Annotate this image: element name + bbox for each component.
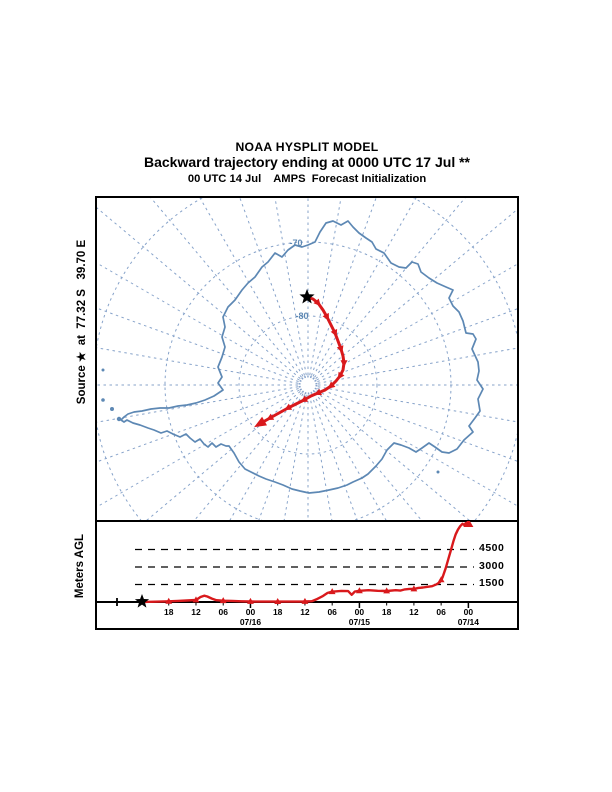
altitude-6h-marker bbox=[192, 596, 200, 603]
trajectory-6h-marker bbox=[330, 329, 338, 337]
initialization-subtitle: 00 UTC 14 Jul AMPS Forecast Initializati… bbox=[187, 173, 427, 185]
altitude-6h-marker bbox=[247, 597, 254, 604]
meridian-line bbox=[257, 394, 306, 521]
meridian-line bbox=[309, 394, 333, 521]
figure-border bbox=[95, 196, 519, 630]
altitude-6h-marker bbox=[219, 597, 227, 604]
x-tick-label: 00 bbox=[463, 607, 474, 617]
trajectory-6h-marker bbox=[300, 395, 309, 402]
trajectory-end-arrow bbox=[254, 416, 267, 428]
latitude-circle bbox=[164, 241, 452, 521]
altitude-6h-marker bbox=[410, 585, 418, 592]
altitude-line bbox=[141, 521, 470, 604]
meridian-line bbox=[96, 386, 299, 423]
x-tick-label: 06 bbox=[327, 607, 337, 617]
altitude-6h-marker bbox=[165, 597, 173, 604]
trajectory-6h-marker bbox=[313, 298, 321, 307]
meridian-line bbox=[198, 197, 304, 377]
left-plus-marker bbox=[113, 598, 121, 606]
island-dot bbox=[101, 368, 105, 372]
x-tick-label: 00 bbox=[354, 607, 365, 617]
trajectory-6h-marker bbox=[336, 345, 344, 353]
altitude-6h-marker bbox=[328, 588, 336, 595]
meridian-line bbox=[96, 206, 301, 379]
meridian-line bbox=[193, 392, 302, 521]
x-tick-label: 12 bbox=[191, 607, 201, 617]
altitude-6h-marker bbox=[274, 598, 282, 605]
latitude-label-70s: -70 bbox=[289, 237, 303, 248]
x-tick-label: 06 bbox=[218, 607, 228, 617]
meridian-line bbox=[316, 263, 518, 381]
trajectory-6h-marker bbox=[284, 403, 293, 410]
meridian-line bbox=[96, 307, 299, 383]
coastline-path bbox=[120, 220, 484, 494]
trajectory-map-layer bbox=[254, 289, 348, 428]
x-tick-label: 06 bbox=[436, 607, 446, 617]
trajectory-6h-marker bbox=[314, 388, 322, 396]
altitude-grid-label: 3000 bbox=[479, 559, 505, 572]
latitude-circle bbox=[238, 315, 378, 455]
altitude-end-marker bbox=[463, 521, 474, 527]
end-star-altitude bbox=[134, 594, 150, 608]
x-date-label: 07/14 bbox=[457, 616, 480, 627]
meridian-line bbox=[312, 393, 388, 521]
altitude-6h-marker bbox=[301, 597, 309, 604]
antarctica-coast bbox=[101, 220, 484, 494]
source-star-map bbox=[299, 289, 315, 304]
island-dot bbox=[101, 398, 105, 402]
altitude-6h-marker bbox=[437, 576, 445, 583]
island-dot bbox=[110, 407, 114, 411]
x-date-label: 07/15 bbox=[348, 616, 371, 627]
meridian-line bbox=[96, 389, 300, 508]
island-dot bbox=[436, 470, 440, 474]
x-tick-label: 00 bbox=[245, 607, 256, 617]
meridian-line bbox=[149, 197, 302, 378]
meridian-line bbox=[96, 347, 299, 384]
meridian-line bbox=[317, 387, 518, 462]
meridian-line bbox=[317, 308, 518, 383]
meridian-line bbox=[314, 197, 467, 378]
x-date-label: 07/16 bbox=[239, 616, 262, 627]
meridian-line bbox=[315, 208, 518, 379]
altitude-6h-marker bbox=[356, 587, 363, 594]
meridian-line bbox=[312, 197, 418, 377]
trajectory-6h-marker bbox=[266, 413, 275, 421]
meridian-line bbox=[96, 262, 300, 381]
meridian-line bbox=[228, 393, 304, 521]
meridian-line bbox=[310, 197, 377, 376]
trajectory-title: Backward trajectory ending at 0000 UTC 1… bbox=[143, 153, 470, 170]
x-tick-label: 18 bbox=[381, 607, 392, 617]
meridian-line bbox=[283, 394, 307, 521]
altitude-6h-marker bbox=[383, 587, 391, 594]
latitude-label-80s: -80 bbox=[295, 311, 309, 321]
meridian-line bbox=[239, 197, 306, 376]
altitude-grid-label: 1500 bbox=[479, 577, 505, 590]
trajectory-6h-marker bbox=[337, 371, 345, 380]
model-title: NOAA HYSPLIT MODEL bbox=[235, 139, 379, 154]
trajectory-6h-marker bbox=[327, 381, 336, 389]
trajectory-6h-marker bbox=[340, 360, 348, 368]
x-tick-label: 12 bbox=[300, 607, 310, 617]
x-tick-label: 12 bbox=[409, 607, 419, 617]
altitude-grid-label: 4500 bbox=[479, 542, 505, 555]
x-tick-label: 18 bbox=[272, 607, 283, 617]
altitude-panel-layer bbox=[96, 521, 518, 608]
island-dot bbox=[116, 416, 122, 422]
x-tick-label: 18 bbox=[164, 607, 174, 617]
meridian-line bbox=[316, 389, 518, 507]
trajectory-6h-marker bbox=[322, 312, 329, 321]
meters-agl-axis-label: Meters AGL bbox=[74, 533, 86, 599]
pole-circle bbox=[298, 375, 318, 395]
source-location-label: Source ★ at 77.32 S 39.70 E bbox=[76, 239, 88, 405]
